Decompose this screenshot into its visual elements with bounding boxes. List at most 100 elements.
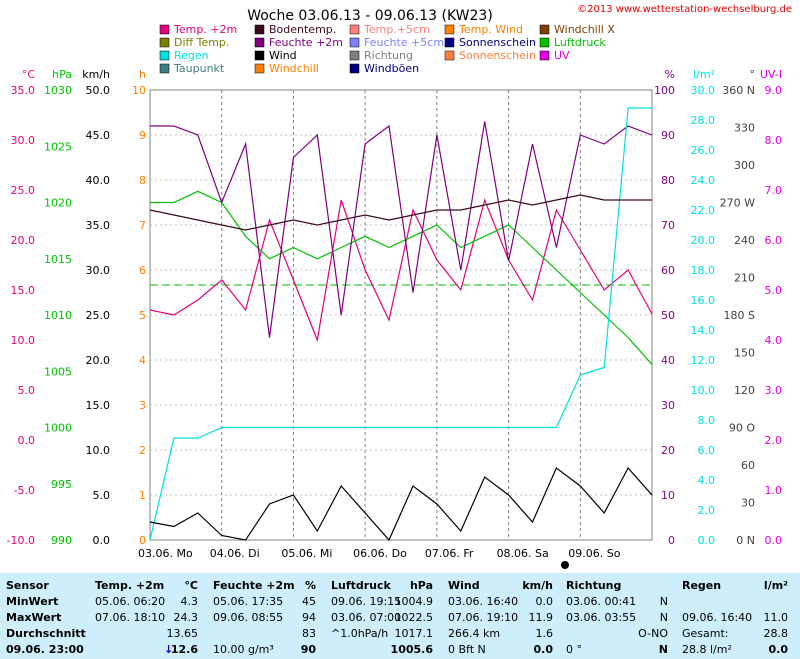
rain-time: Gesamt: bbox=[682, 627, 729, 640]
direction-value: N bbox=[659, 595, 668, 608]
legend-label: Wind bbox=[269, 49, 297, 62]
legend-swatch bbox=[349, 24, 360, 35]
wind-value: 0.0 bbox=[535, 595, 554, 608]
axis-tick-label: 1 bbox=[139, 489, 146, 502]
table-header: hPa bbox=[409, 579, 433, 592]
axis-tick-label: 30.0 bbox=[86, 264, 111, 277]
axis-tick-label: 28.0 bbox=[691, 114, 716, 127]
axis-tick-label: 25.0 bbox=[86, 309, 111, 322]
legend-label: Windchill bbox=[269, 62, 319, 75]
legend-swatch bbox=[254, 63, 265, 74]
axis-tick-label: 20 bbox=[661, 444, 675, 457]
axis-tick-label: 10 bbox=[661, 489, 675, 502]
axis-tick-label: 5 bbox=[139, 309, 146, 322]
axis-tick-label: 360 N bbox=[722, 84, 755, 97]
table-row-label: MinWert bbox=[6, 595, 59, 608]
legend-label: Windchill X bbox=[554, 23, 615, 36]
axis-unit-label: % bbox=[665, 68, 675, 81]
direction-time: 0 ° bbox=[566, 643, 582, 656]
series-line-bodentemp- bbox=[149, 194, 652, 231]
pressure-time: 03.06. 07:00 bbox=[331, 611, 402, 624]
axis-tick-label: 35.0 bbox=[11, 84, 36, 97]
humidity-time: 05.06. 17:35 bbox=[213, 595, 284, 608]
legend-label: Windböen bbox=[364, 62, 419, 75]
legend-label: Richtung bbox=[364, 49, 413, 62]
axis-tick-label: 1015 bbox=[44, 253, 72, 266]
axis-tick-label: 120 bbox=[734, 384, 755, 397]
table-header: Feuchte +2m bbox=[213, 579, 295, 592]
legend-swatch bbox=[254, 24, 265, 35]
x-axis-label: 05.06. Mi bbox=[281, 547, 332, 560]
wind-time: 03.06. 16:40 bbox=[448, 595, 519, 608]
axis-tick-label: 6 bbox=[139, 264, 146, 277]
axis-tick-label: -10.0 bbox=[7, 534, 35, 547]
axis-tick-label: 4.0 bbox=[765, 334, 783, 347]
axis-tick-label: 30.0 bbox=[11, 134, 36, 147]
pressure-time: 09.06. 19:15 bbox=[331, 595, 402, 608]
axis-tick-label: 5.0 bbox=[18, 384, 36, 397]
table-header: Temp. +2m bbox=[95, 579, 165, 592]
humidity-value: 45 bbox=[302, 595, 316, 608]
axis-tick-label: 8 bbox=[139, 174, 146, 187]
axis-tick-label: 0.0 bbox=[698, 534, 716, 547]
now-marker bbox=[561, 561, 569, 569]
pressure-value: 1022.5 bbox=[394, 611, 434, 624]
weather-chart: Woche 03.06.13 - 09.06.13 (KW23) ©2013 w… bbox=[7, 4, 792, 569]
axis-tick-label: 2.0 bbox=[765, 434, 783, 447]
axis-tick-label: 20.0 bbox=[691, 234, 716, 247]
series-line-temp-2m bbox=[149, 198, 653, 343]
axis-tick-label: -5.0 bbox=[14, 484, 35, 497]
humidity-value: 94 bbox=[302, 611, 316, 624]
axis-tick-label: 100 bbox=[654, 84, 675, 97]
axis-tick-label: 40.0 bbox=[86, 174, 111, 187]
legend-swatch bbox=[349, 37, 360, 48]
legend-label: Sonnenschein bbox=[459, 36, 536, 49]
axis-tick-label: 16.0 bbox=[691, 294, 716, 307]
legend-swatch bbox=[349, 63, 360, 74]
legend-label: Regen bbox=[174, 49, 209, 62]
axis-unit-label: °C bbox=[22, 68, 36, 81]
axis-tick-label: 15.0 bbox=[86, 399, 111, 412]
series-line-feuchte-2m bbox=[150, 121, 653, 338]
axis-tick-label: 12.0 bbox=[691, 354, 716, 367]
rain-time: 28.8 l/m² bbox=[682, 643, 732, 656]
humidity-value: 90 bbox=[300, 643, 316, 656]
humidity-time: 10.00 g/m³ bbox=[213, 643, 274, 656]
table-header: °C bbox=[184, 579, 198, 592]
pressure-value: 1004.9 bbox=[394, 595, 434, 608]
axis-tick-label: 990 bbox=[51, 534, 72, 547]
chart-title: Woche 03.06.13 - 09.06.13 (KW23) bbox=[247, 8, 493, 24]
legend-label: Sonnenschein bbox=[459, 49, 536, 62]
axis-tick-label: 2 bbox=[139, 444, 146, 457]
plot-area bbox=[149, 89, 653, 542]
axis-tick-label: 8.0 bbox=[765, 134, 783, 147]
legend-label: Luftdruck bbox=[554, 36, 606, 49]
axis-tick-label: 180 S bbox=[724, 309, 755, 322]
copyright: ©2013 www.wetterstation-wechselburg.de bbox=[577, 4, 792, 15]
axis-tick-label: 7 bbox=[139, 219, 146, 232]
axis-unit-label: h bbox=[139, 68, 146, 81]
axis-tick-label: 5.0 bbox=[765, 284, 783, 297]
axis-tick-label: 20.0 bbox=[86, 354, 111, 367]
axis-tick-label: 0 bbox=[139, 534, 146, 547]
table-header: % bbox=[304, 579, 316, 592]
temp-time: 05.06. 06:20 bbox=[95, 595, 166, 608]
axis-unit-label: l/m² bbox=[693, 68, 715, 81]
legend-swatch bbox=[444, 37, 455, 48]
wind-value: 0.0 bbox=[533, 643, 554, 656]
axis-tick-label: 300 bbox=[734, 159, 755, 172]
legend-swatch bbox=[539, 24, 550, 35]
axis-tick-label: 30.0 bbox=[691, 84, 716, 97]
axis-tick-label: 0 bbox=[668, 534, 675, 547]
axis-tick-label: 210 bbox=[734, 272, 755, 285]
axis-tick-label: 1025 bbox=[44, 140, 72, 153]
axis-unit-label: ° bbox=[750, 68, 756, 81]
legend-swatch bbox=[159, 50, 170, 61]
axis-tick-label: 8.0 bbox=[698, 414, 716, 427]
axis-tick-label: 10 bbox=[132, 84, 146, 97]
series-line-regen bbox=[149, 107, 652, 541]
axis-tick-label: 60 bbox=[741, 459, 755, 472]
legend-label: Temp.+5cm bbox=[363, 23, 430, 36]
pressure-value: 1017.1 bbox=[394, 627, 434, 640]
